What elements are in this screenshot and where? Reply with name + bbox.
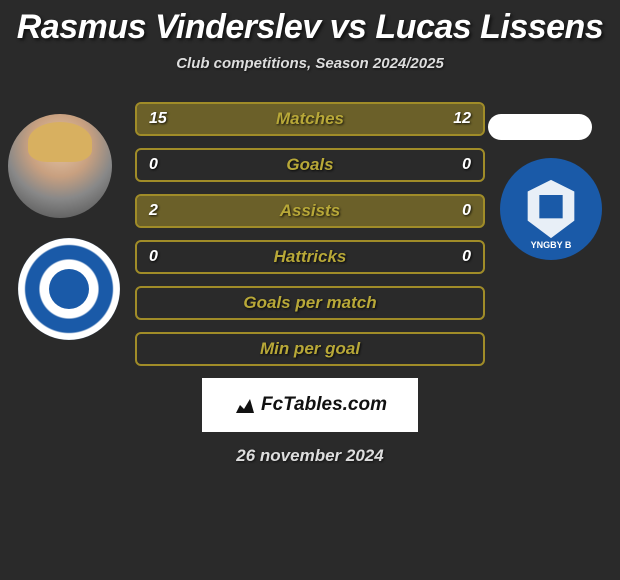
player-right-avatar xyxy=(488,114,592,140)
date-label: 26 november 2024 xyxy=(0,446,620,466)
stat-bar: 15 12 Matches xyxy=(135,102,485,136)
stat-label: Assists xyxy=(280,201,340,221)
stat-bar: 0 0 Goals xyxy=(135,148,485,182)
stat-value-left: 15 xyxy=(149,110,167,128)
stat-bars: 15 12 Matches 0 0 Goals 2 0 Assists 0 0 Hattricks Go… xyxy=(135,102,485,366)
watermark-text: FcTables.com xyxy=(261,394,387,416)
subtitle: Club competitions, Season 2024/2025 xyxy=(0,55,620,72)
club-right-label: YNGBY B xyxy=(531,240,572,250)
stat-label: Hattricks xyxy=(274,247,347,267)
player-left-avatar xyxy=(8,114,112,218)
stat-bar: Goals per match xyxy=(135,286,485,320)
watermark: FcTables.com xyxy=(202,378,418,432)
stat-value-left: 2 xyxy=(149,202,158,220)
stat-label: Goals xyxy=(286,155,333,175)
stat-value-right: 0 xyxy=(462,156,471,174)
stat-value-left: 0 xyxy=(149,248,158,266)
club-right-badge: YNGBY B xyxy=(500,158,602,260)
stat-value-right: 0 xyxy=(462,202,471,220)
stat-label: Goals per match xyxy=(243,293,376,313)
stat-label: Matches xyxy=(276,109,344,129)
stat-bar: Min per goal xyxy=(135,332,485,366)
stat-label: Min per goal xyxy=(260,339,360,359)
stat-value-right: 0 xyxy=(462,248,471,266)
page-title: Rasmus Vinderslev vs Lucas Lissens xyxy=(0,0,620,47)
stat-bar: 2 0 Assists xyxy=(135,194,485,228)
stat-bar: 0 0 Hattricks xyxy=(135,240,485,274)
club-left-badge xyxy=(18,238,120,340)
stat-value-right: 12 xyxy=(453,110,471,128)
comparison-panel: YNGBY B 15 12 Matches 0 0 Goals 2 0 Assists 0 0 Hat… xyxy=(0,102,620,466)
stat-value-left: 0 xyxy=(149,156,158,174)
